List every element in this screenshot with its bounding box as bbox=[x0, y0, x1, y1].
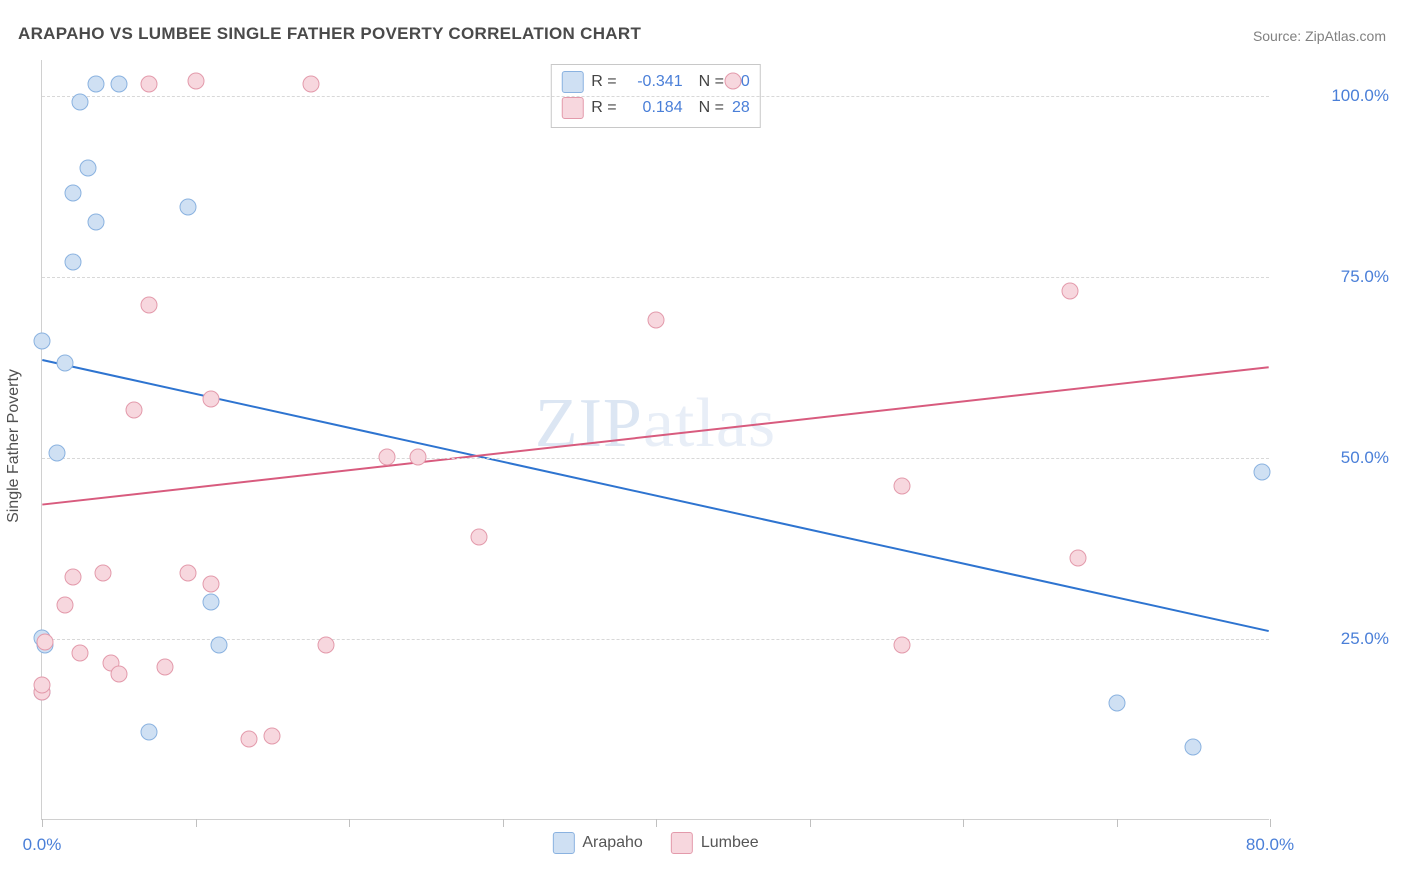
y-axis-label: Single Father Poverty bbox=[5, 369, 23, 523]
legend-r-label: R = bbox=[591, 99, 616, 117]
lumbee-point bbox=[34, 677, 51, 694]
lumbee-point bbox=[95, 564, 112, 581]
legend-n-value: 28 bbox=[732, 99, 750, 117]
y-tick-label: 100.0% bbox=[1331, 86, 1389, 106]
arapaho-point bbox=[210, 637, 227, 654]
x-tick-label: 80.0% bbox=[1246, 835, 1294, 855]
x-tick bbox=[963, 819, 964, 827]
arapaho-point bbox=[1185, 738, 1202, 755]
y-tick-label: 25.0% bbox=[1341, 629, 1389, 649]
arapaho-point bbox=[49, 445, 66, 462]
lumbee-point bbox=[264, 727, 281, 744]
trend-line bbox=[42, 360, 1268, 631]
gridline bbox=[42, 639, 1269, 640]
lumbee-point bbox=[893, 637, 910, 654]
lumbee-point bbox=[471, 528, 488, 545]
lumbee-point bbox=[64, 568, 81, 585]
legend-n-label: N = bbox=[699, 73, 724, 91]
lumbee-point bbox=[37, 633, 54, 650]
legend-row: R =-0.341N =20 bbox=[561, 69, 749, 95]
legend-r-value: -0.341 bbox=[625, 73, 683, 91]
legend-swatch bbox=[552, 832, 574, 854]
lumbee-point bbox=[72, 644, 89, 661]
lumbee-point bbox=[893, 478, 910, 495]
lumbee-point bbox=[1062, 282, 1079, 299]
legend-n-label: N = bbox=[699, 99, 724, 117]
arapaho-point bbox=[87, 213, 104, 230]
arapaho-point bbox=[57, 355, 74, 372]
lumbee-point bbox=[202, 391, 219, 408]
x-tick bbox=[42, 819, 43, 827]
arapaho-point bbox=[64, 253, 81, 270]
arapaho-point bbox=[141, 724, 158, 741]
chart-title: ARAPAHO VS LUMBEE SINGLE FATHER POVERTY … bbox=[18, 24, 641, 44]
lumbee-point bbox=[126, 402, 143, 419]
arapaho-point bbox=[1108, 695, 1125, 712]
x-tick bbox=[196, 819, 197, 827]
x-tick bbox=[1117, 819, 1118, 827]
lumbee-point bbox=[648, 311, 665, 328]
lumbee-point bbox=[410, 449, 427, 466]
gridline bbox=[42, 96, 1269, 97]
lumbee-point bbox=[302, 76, 319, 93]
lumbee-point bbox=[179, 564, 196, 581]
legend-label: Arapaho bbox=[582, 834, 643, 852]
gridline bbox=[42, 277, 1269, 278]
lumbee-point bbox=[379, 449, 396, 466]
legend-swatch bbox=[561, 97, 583, 119]
arapaho-point bbox=[1254, 463, 1271, 480]
lumbee-point bbox=[187, 72, 204, 89]
arapaho-point bbox=[34, 333, 51, 350]
legend-row: R = 0.184 N = 28 bbox=[561, 95, 749, 121]
lumbee-point bbox=[156, 659, 173, 676]
watermark: ZIPatlas bbox=[535, 384, 776, 464]
legend-item-lumbee: Lumbee bbox=[671, 832, 759, 854]
trend-line bbox=[42, 367, 1268, 504]
plot-area: ZIPatlas R =-0.341N =20R =0.184N =28 Ara… bbox=[41, 60, 1269, 820]
lumbee-point bbox=[724, 72, 741, 89]
x-tick bbox=[503, 819, 504, 827]
lumbee-point bbox=[202, 575, 219, 592]
arapaho-point bbox=[87, 76, 104, 93]
lumbee-point bbox=[141, 76, 158, 93]
legend-r-value: 0.184 bbox=[625, 99, 683, 117]
x-tick bbox=[810, 819, 811, 827]
legend-swatch bbox=[561, 71, 583, 93]
lumbee-point bbox=[317, 637, 334, 654]
lumbee-point bbox=[1070, 550, 1087, 567]
x-tick bbox=[1270, 819, 1271, 827]
y-tick-label: 75.0% bbox=[1341, 267, 1389, 287]
x-tick bbox=[349, 819, 350, 827]
y-tick-label: 50.0% bbox=[1341, 448, 1389, 468]
legend-item-arapaho: Arapaho bbox=[552, 832, 643, 854]
legend-label: Lumbee bbox=[701, 834, 759, 852]
arapaho-point bbox=[64, 184, 81, 201]
arapaho-point bbox=[72, 94, 89, 111]
lumbee-point bbox=[141, 297, 158, 314]
trend-lines bbox=[42, 60, 1269, 819]
source-label: Source: ZipAtlas.com bbox=[1253, 28, 1386, 44]
arapaho-point bbox=[80, 159, 97, 176]
lumbee-point bbox=[241, 731, 258, 748]
x-tick-label: 0.0% bbox=[23, 835, 62, 855]
legend-swatch bbox=[671, 832, 693, 854]
arapaho-point bbox=[110, 76, 127, 93]
arapaho-point bbox=[179, 199, 196, 216]
legend-series: Arapaho Lumbee bbox=[552, 832, 758, 854]
arapaho-point bbox=[202, 593, 219, 610]
x-tick bbox=[656, 819, 657, 827]
gridline bbox=[42, 458, 1269, 459]
legend-r-label: R = bbox=[591, 73, 616, 91]
lumbee-point bbox=[110, 666, 127, 683]
lumbee-point bbox=[57, 597, 74, 614]
